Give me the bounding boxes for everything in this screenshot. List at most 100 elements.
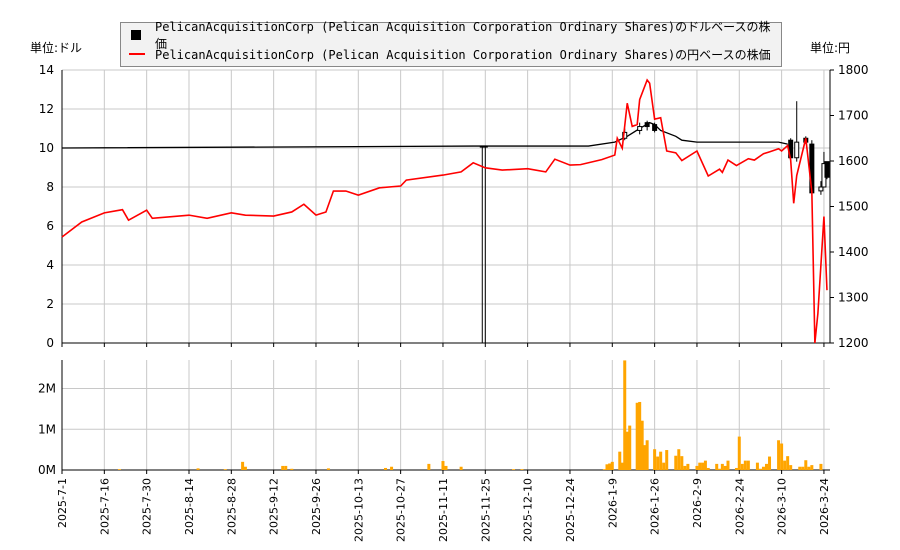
volume-bar <box>290 468 294 470</box>
volume-bar <box>783 460 787 470</box>
volume-bar <box>786 456 790 470</box>
volume-bar <box>703 460 707 470</box>
usd-candle-body <box>794 141 800 159</box>
volume-bar <box>326 468 330 470</box>
volume-bar <box>665 450 669 470</box>
volume-bar <box>241 461 245 470</box>
volume-bar <box>789 465 793 470</box>
volume-bar <box>740 463 744 470</box>
volume-bar <box>605 464 609 470</box>
volume-bar <box>819 463 823 470</box>
right-axis-unit: 単位:円 <box>810 41 851 55</box>
x-tick-label: 2025-10-13 <box>352 478 365 542</box>
usd-candle-body <box>637 126 643 131</box>
left-axis-unit: 単位:ドル <box>30 41 83 55</box>
x-tick-label: 2025-7-30 <box>141 478 154 535</box>
right-y-tick-label: 1300 <box>838 291 869 305</box>
volume-bar <box>635 402 639 470</box>
right-y-tick-label: 1500 <box>838 200 869 214</box>
usd-candle-body <box>644 122 650 128</box>
volume-bar <box>810 465 814 470</box>
usd-price-line <box>61 121 788 149</box>
volume-bar <box>623 360 627 470</box>
volume-bar <box>761 466 765 470</box>
usd-candle-body <box>818 186 824 192</box>
x-tick-label: 2025-8-14 <box>183 478 196 535</box>
right-y-tick-label: 1800 <box>838 63 869 77</box>
volume-bar <box>737 436 741 470</box>
x-tick-label: 2026-3-24 <box>818 478 831 535</box>
volume-bar <box>674 455 678 470</box>
volume-bar <box>743 460 747 470</box>
x-tick-label: 2026-3-10 <box>776 478 789 535</box>
volume-bar <box>706 467 710 470</box>
volume-bar <box>602 469 606 470</box>
jpy-price-line <box>61 78 828 344</box>
volume-bar <box>444 465 448 470</box>
volume-bar <box>384 467 388 470</box>
x-tick-label: 2026-2-24 <box>733 478 746 535</box>
volume-bar <box>659 451 663 470</box>
left-y-tick-label: 14 <box>39 63 54 77</box>
left-y-tick-label: 4 <box>46 258 54 272</box>
volume-bar <box>798 466 802 470</box>
volume-bar <box>223 469 227 470</box>
volume-bar <box>804 460 808 470</box>
volume-bar <box>390 466 394 470</box>
volume-bar <box>653 449 657 470</box>
left-y-tick-label: 12 <box>39 102 54 116</box>
volume-bar <box>243 466 247 470</box>
right-y-tick-label: 1600 <box>838 154 869 168</box>
volume-bar <box>512 469 516 470</box>
legend-label-usd: PelicanAcquisitionCorp (Pelican Acquisit… <box>154 20 771 51</box>
legend: PelicanAcquisitionCorp (Pelican Acquisit… <box>120 20 782 67</box>
volume-bar <box>683 465 687 470</box>
usd-candle-body <box>824 161 830 178</box>
volume-bar <box>726 460 730 470</box>
x-tick-label: 2025-12-24 <box>564 478 577 542</box>
volume-bar <box>662 462 666 470</box>
volume-bar <box>758 468 762 470</box>
volume-bar <box>441 461 445 470</box>
legend-item-jpy: PelicanAcquisitionCorp (Pelican Acquisit… <box>129 45 771 63</box>
volume-bar <box>680 456 684 470</box>
x-tick-label: 2025-7-1 <box>56 478 69 528</box>
x-tick-label: 2025-9-12 <box>268 478 281 535</box>
x-tick-label: 2026-1-26 <box>649 478 662 535</box>
volume-bar <box>807 466 811 470</box>
legend-item-usd: PelicanAcquisitionCorp (Pelican Acquisit… <box>129 20 781 51</box>
legend-label-jpy: PelicanAcquisitionCorp (Pelican Acquisit… <box>155 47 771 62</box>
x-tick-label: 2025-9-26 <box>310 478 323 535</box>
x-tick-label: 2025-10-27 <box>395 478 408 542</box>
volume-bar <box>720 463 724 470</box>
volume-bar <box>734 467 738 470</box>
legend-swatch-jpy <box>129 53 145 55</box>
volume-bar <box>459 466 463 470</box>
volume-bar <box>698 462 702 470</box>
x-tick-label: 2025-11-11 <box>437 478 450 542</box>
left-y-tick-label: 8 <box>46 180 54 194</box>
volume-bar <box>677 449 681 470</box>
volume-bar <box>723 465 727 470</box>
x-tick-label: 2025-12-10 <box>522 478 535 542</box>
usd-candle-body <box>482 145 488 148</box>
right-y-tick-label: 1700 <box>838 109 869 123</box>
volume-bar <box>695 465 699 470</box>
right-y-tick-label: 1200 <box>838 336 869 350</box>
x-tick-label: 2026-1-9 <box>606 478 619 528</box>
volume-bar <box>628 425 632 470</box>
volume-bar <box>284 465 288 470</box>
left-y-tick-label: 0 <box>46 336 54 350</box>
volume-bar <box>686 463 690 470</box>
volume-bar <box>780 443 784 470</box>
volume-bar <box>618 451 622 470</box>
volume-bar <box>643 445 647 470</box>
volume-y-tick-label: 1M <box>38 422 56 436</box>
volume-bar <box>640 420 644 470</box>
left-y-tick-label: 6 <box>46 219 54 233</box>
x-tick-label: 2026-2-9 <box>691 478 704 528</box>
volume-bar <box>608 463 612 470</box>
x-tick-label: 2025-8-28 <box>225 478 238 535</box>
